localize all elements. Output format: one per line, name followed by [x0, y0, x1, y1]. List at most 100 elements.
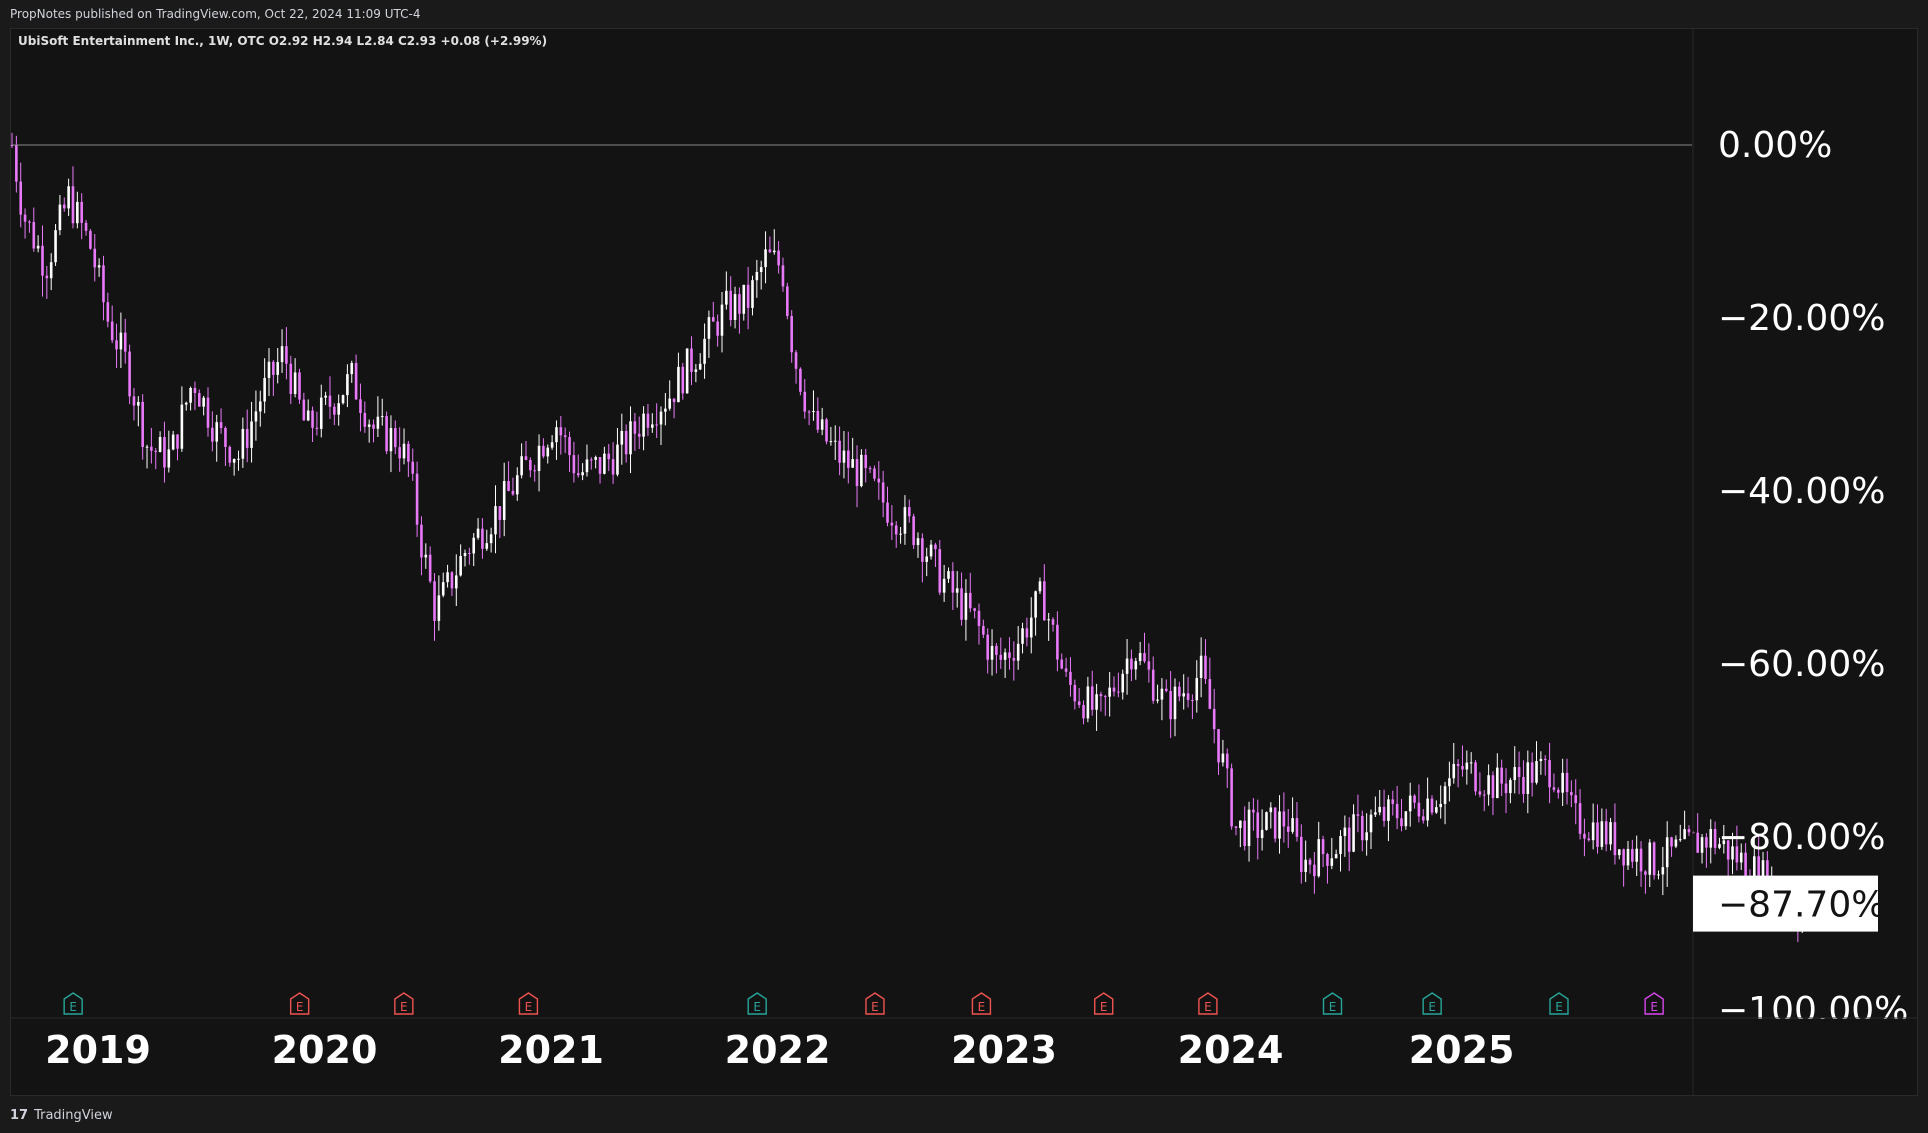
- candle-body: [786, 286, 789, 317]
- candle-body: [868, 468, 872, 470]
- candle-body: [1151, 669, 1155, 701]
- candle-body: [877, 478, 881, 483]
- candle-body: [916, 538, 920, 546]
- x-tick-label: 2021: [498, 1028, 604, 1072]
- candle-body: [812, 410, 815, 413]
- candle-body: [716, 321, 719, 336]
- candle-body: [189, 387, 192, 403]
- footer-bar: 17 TradingView: [0, 1097, 1928, 1133]
- candle-body: [1103, 696, 1107, 698]
- candle-body: [463, 553, 467, 557]
- earnings-marker-icon[interactable]: E: [1644, 992, 1664, 1015]
- candle-body: [864, 454, 868, 469]
- candle-body: [685, 348, 689, 394]
- candle-body: [1513, 767, 1517, 781]
- candle-body: [725, 290, 728, 305]
- candle-body: [1570, 792, 1573, 796]
- candle-body: [681, 366, 685, 394]
- earnings-marker-icon[interactable]: E: [1198, 992, 1218, 1015]
- candle-body: [886, 502, 889, 523]
- candle-body: [947, 571, 950, 579]
- candle-body: [19, 181, 23, 215]
- tradingview-logo-icon: 17: [10, 1107, 29, 1123]
- y-tick-label: 0.00%: [1718, 125, 1832, 166]
- candle-body: [1034, 591, 1037, 618]
- candle-body: [772, 250, 776, 253]
- candle-body: [158, 436, 162, 452]
- earnings-marker-icon[interactable]: E: [518, 992, 539, 1015]
- x-tick-label: 2025: [1409, 1028, 1515, 1072]
- candle-body: [1421, 816, 1425, 821]
- candle-body: [1295, 818, 1299, 837]
- candle-body: [881, 482, 885, 503]
- candle-body: [511, 490, 515, 495]
- candle-body: [1705, 837, 1708, 848]
- candle-body: [380, 416, 384, 418]
- y-tick-label: −20.00%: [1718, 298, 1885, 339]
- candle-body: [1378, 806, 1382, 813]
- candle-body: [1613, 822, 1617, 856]
- candle-body: [807, 411, 811, 413]
- candle-body: [1343, 827, 1347, 837]
- candle-body: [1395, 803, 1399, 819]
- candle-body: [498, 506, 502, 520]
- candle-body: [398, 447, 401, 459]
- earnings-marker-shape: [1549, 992, 1569, 1015]
- candle-body: [1182, 693, 1186, 697]
- candle-body: [1265, 812, 1268, 830]
- candle-body: [163, 436, 166, 468]
- candle-body: [428, 554, 432, 582]
- candle-body: [1522, 777, 1525, 794]
- candle-body: [1700, 837, 1704, 853]
- candle-body: [1369, 814, 1373, 833]
- candle-body: [337, 403, 340, 415]
- candle-body: [1334, 854, 1338, 859]
- candle-body: [825, 419, 828, 442]
- earnings-marker-icon[interactable]: E: [1094, 992, 1114, 1015]
- earnings-marker-icon[interactable]: E: [289, 992, 310, 1015]
- earnings-marker-icon[interactable]: E: [971, 992, 992, 1015]
- earnings-marker-icon[interactable]: E: [1322, 992, 1343, 1015]
- candle-body: [1657, 874, 1660, 876]
- earnings-marker-icon[interactable]: E: [865, 992, 885, 1015]
- candle-body: [1256, 812, 1260, 838]
- earnings-marker-icon[interactable]: E: [1422, 992, 1442, 1015]
- earnings-marker-icon[interactable]: E: [63, 992, 83, 1015]
- earnings-marker-icon[interactable]: E: [394, 992, 414, 1015]
- candle-body: [1204, 655, 1207, 680]
- candle-body: [847, 450, 850, 468]
- candle-body: [960, 588, 963, 620]
- candle-body: [794, 352, 798, 369]
- candle-body: [790, 316, 793, 353]
- earnings-marker-icon[interactable]: E: [747, 992, 767, 1015]
- candle-body: [1404, 811, 1408, 827]
- candle-body: [110, 321, 114, 341]
- earnings-marker-icon[interactable]: E: [1549, 992, 1569, 1015]
- candle-body: [738, 294, 741, 314]
- candle-body: [1300, 836, 1303, 872]
- candle-body: [711, 317, 715, 322]
- tradingview-brand[interactable]: TradingView: [34, 1107, 113, 1123]
- candle-body: [394, 428, 397, 448]
- candle-body: [49, 262, 53, 279]
- candle-body: [250, 421, 253, 448]
- candle-body: [119, 332, 123, 350]
- candle-body: [1565, 772, 1569, 793]
- candle-body: [324, 395, 327, 398]
- y-tick-label: −80.00%: [1718, 817, 1885, 858]
- candle-body: [176, 434, 179, 449]
- candle-body: [385, 416, 388, 452]
- candle-body: [1125, 658, 1129, 674]
- candle-body: [894, 525, 898, 535]
- candle-body: [1339, 836, 1342, 855]
- candle-body: [93, 248, 97, 268]
- candle-body: [1617, 849, 1621, 856]
- candle-body: [407, 443, 410, 462]
- earnings-marker-letter: E: [753, 1000, 761, 1014]
- candle-body: [1260, 829, 1264, 838]
- candle-body: [454, 575, 458, 589]
- candle-body: [258, 401, 262, 412]
- candle-body: [720, 304, 724, 336]
- candle-body: [751, 280, 754, 308]
